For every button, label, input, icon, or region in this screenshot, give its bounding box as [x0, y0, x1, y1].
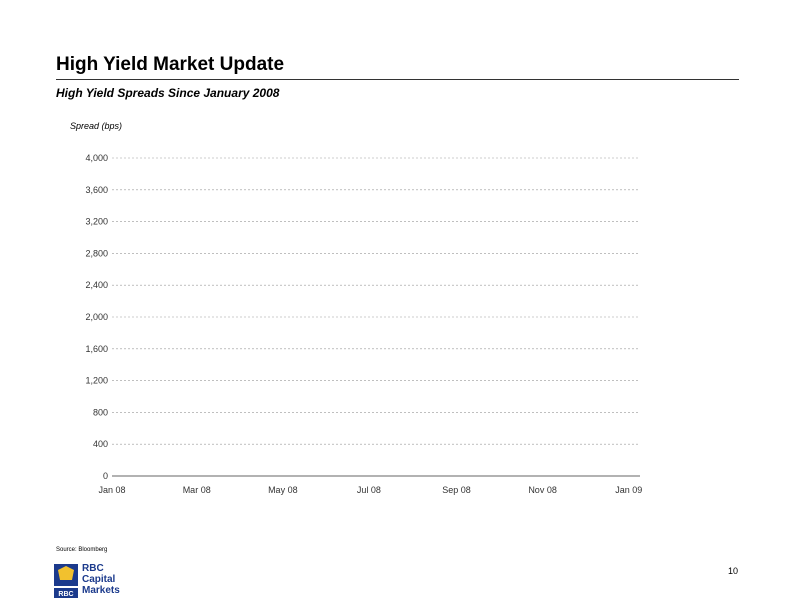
y-tick-label: 800 — [93, 407, 108, 417]
page-number: 10 — [728, 566, 739, 576]
x-tick-label: Mar 08 — [183, 485, 211, 495]
y-axis-label: Spread (bps) — [70, 121, 123, 131]
y-tick-label: 1,600 — [85, 344, 108, 354]
page-title: High Yield Market Update — [56, 54, 285, 75]
y-tick-label: 0 — [103, 471, 108, 481]
x-tick-label: Nov 08 — [528, 485, 557, 495]
logo-line2: Capital — [82, 574, 116, 585]
y-tick-label: 1,200 — [85, 376, 108, 386]
y-tick-label: 2,800 — [85, 248, 108, 258]
rbc-lion-shield-icon: RBC — [54, 564, 78, 598]
page-subtitle: High Yield Spreads Since January 2008 — [56, 86, 280, 100]
logo-wordmark: RBC Capital Markets — [82, 563, 120, 596]
y-tick-label: 3,600 — [85, 185, 108, 195]
y-tick-label: 3,200 — [85, 217, 108, 227]
x-tick-label: Jan 09 — [615, 485, 642, 495]
y-tick-label: 4,000 — [85, 153, 108, 163]
x-tick-label: Jul 08 — [357, 485, 381, 495]
y-tick-label: 2,400 — [85, 280, 108, 290]
y-tick-label: 2,000 — [85, 312, 108, 322]
source-note: Source: Bloomberg — [56, 547, 108, 553]
logo-line1: RBC — [82, 563, 104, 574]
x-tick-label: May 08 — [268, 485, 298, 495]
y-tick-label: 400 — [93, 439, 108, 449]
x-tick-label: Jan 08 — [98, 485, 125, 495]
x-tick-label: Sep 08 — [442, 485, 471, 495]
logo-badge-text: RBC — [58, 591, 73, 598]
title-rule — [56, 79, 739, 80]
rbc-logo: RBC RBC Capital Markets — [52, 560, 142, 602]
logo-line3: Markets — [82, 585, 120, 596]
